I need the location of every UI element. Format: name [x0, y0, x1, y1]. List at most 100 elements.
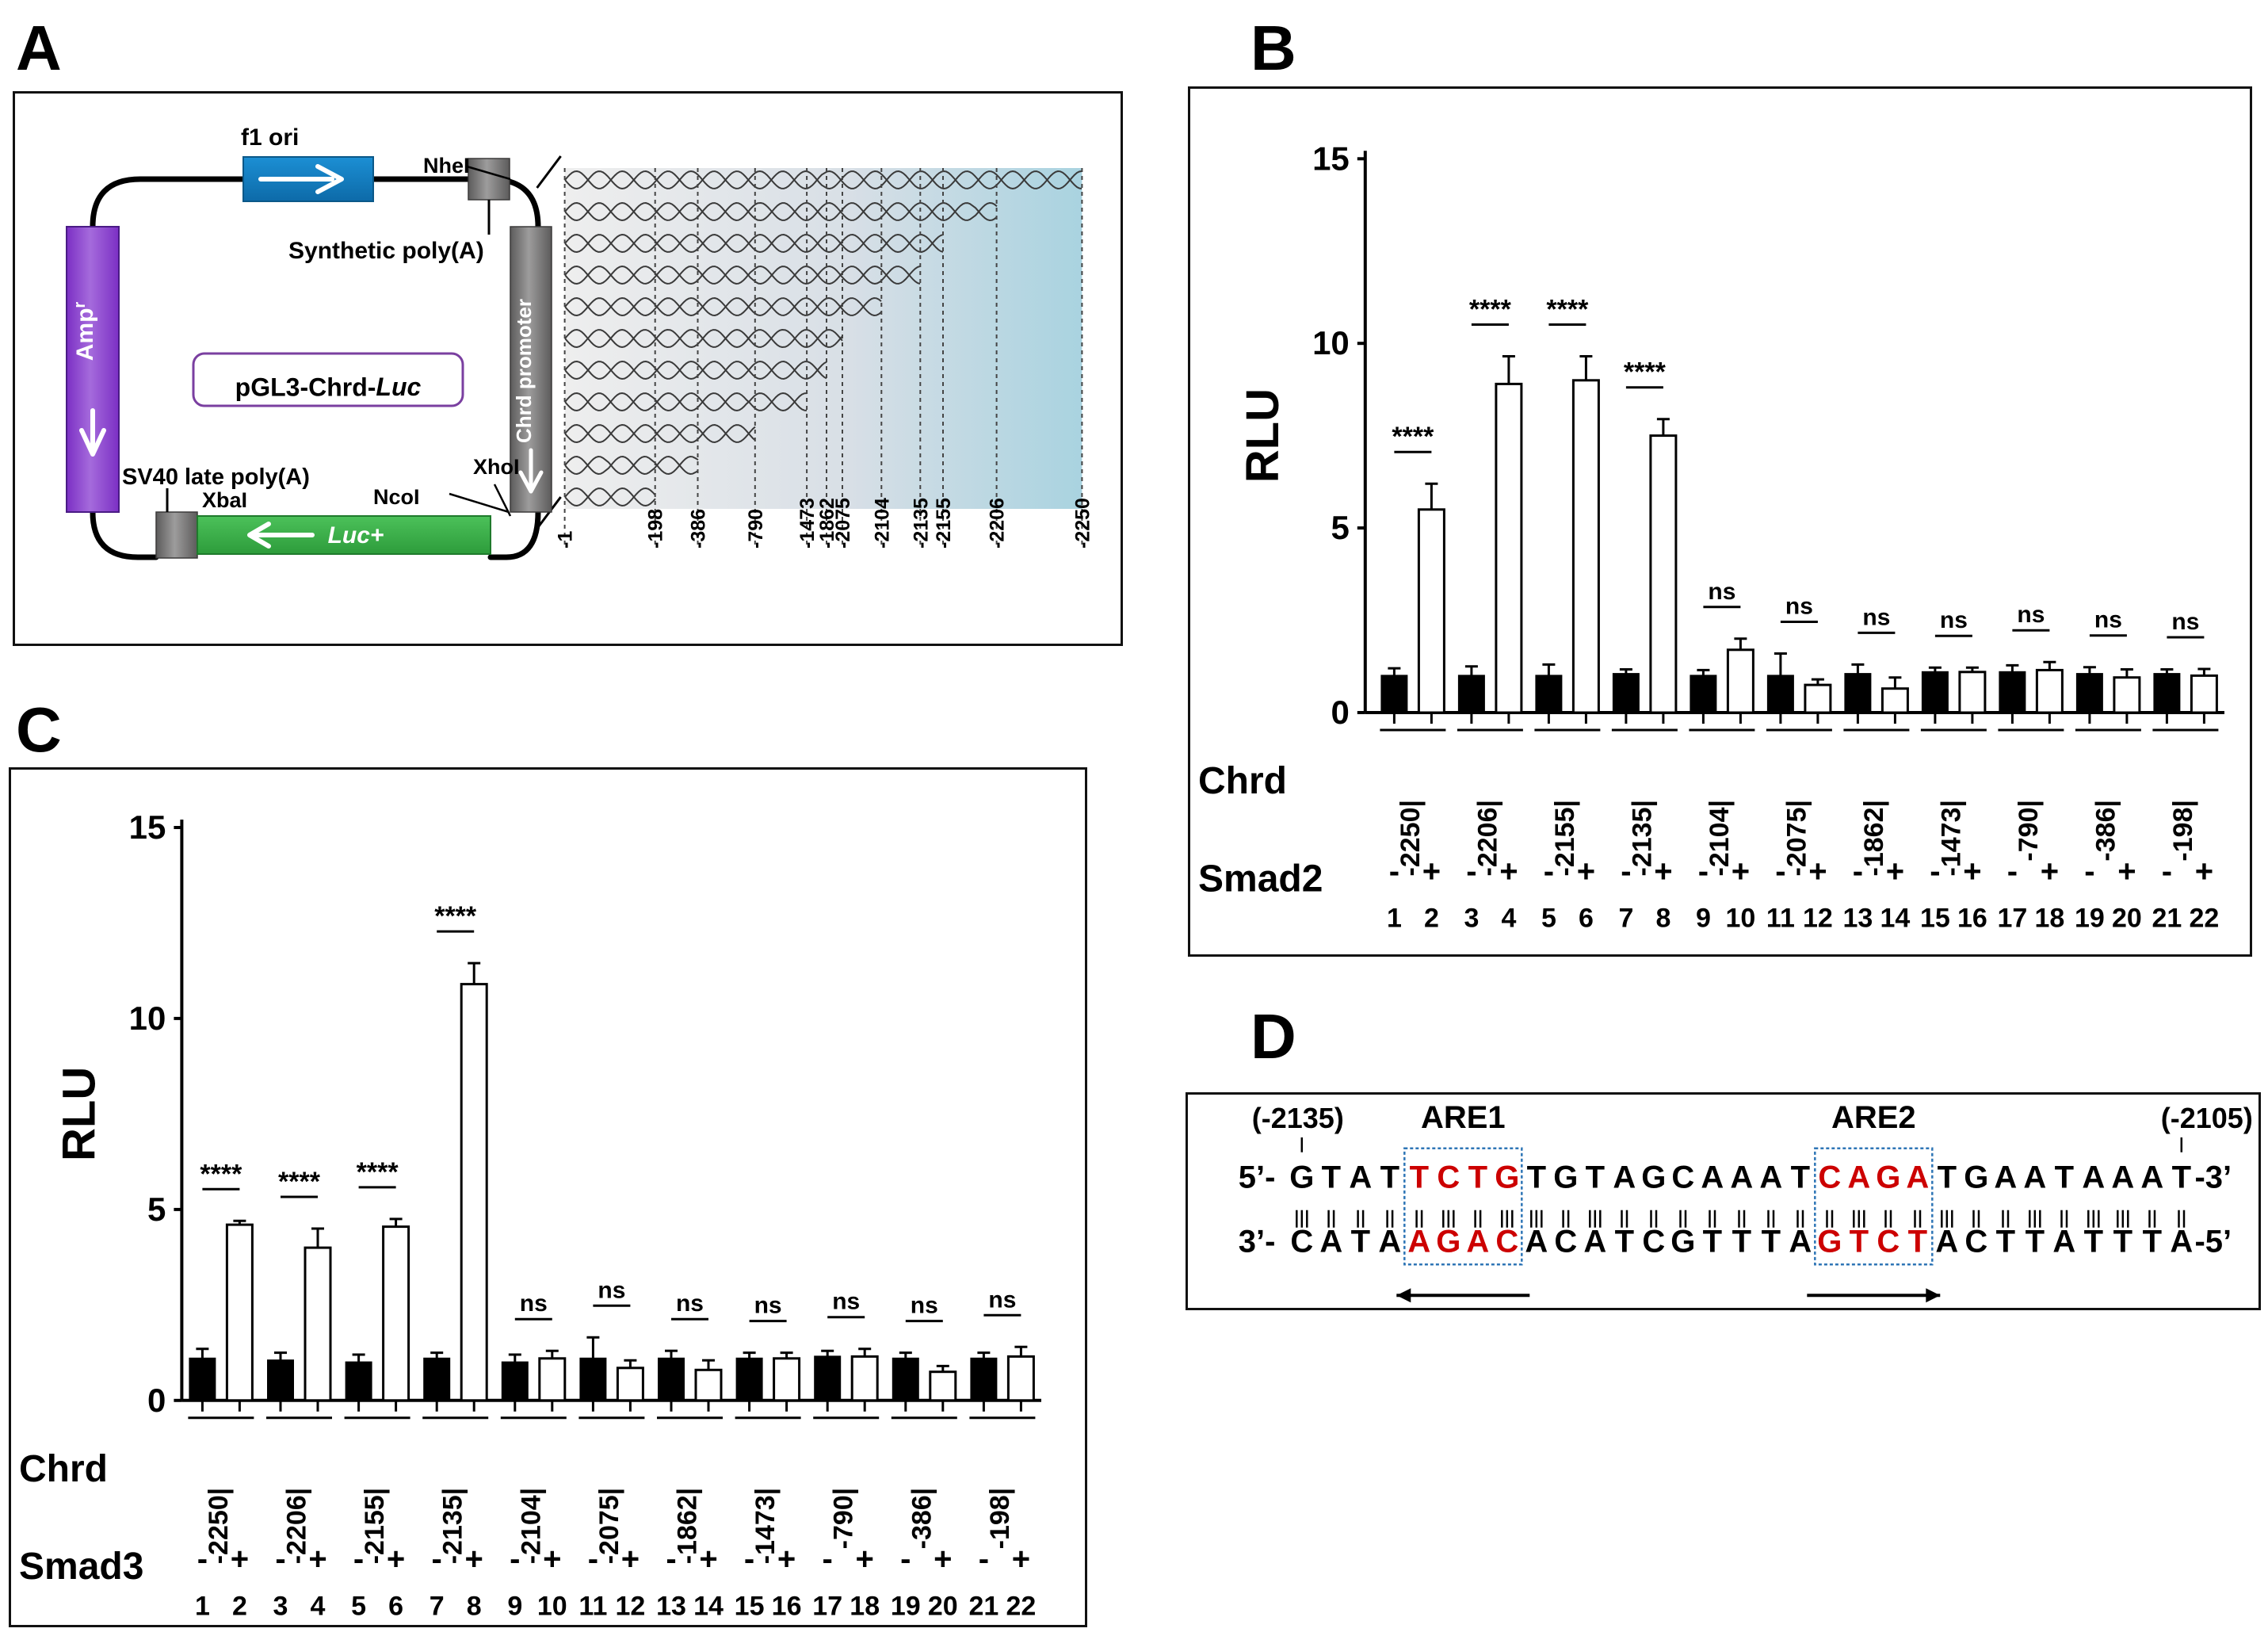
- svg-text:16: 16: [772, 1591, 802, 1621]
- svg-text:17: 17: [1997, 904, 2027, 934]
- svg-text:18: 18: [850, 1591, 880, 1621]
- svg-text:-: -: [744, 1542, 754, 1577]
- svg-text:13: 13: [1842, 904, 1873, 934]
- svg-text:G: G: [1553, 1160, 1578, 1195]
- svg-text:-: -: [900, 1542, 911, 1577]
- svg-text:21: 21: [2152, 904, 2182, 934]
- svg-text:19: 19: [2075, 904, 2105, 934]
- svg-text:Luc+: Luc+: [328, 522, 384, 549]
- svg-text:-: -: [1544, 854, 1554, 889]
- svg-text:NcoI: NcoI: [373, 485, 420, 509]
- svg-text:-1862|: -1862|: [1859, 800, 1889, 876]
- svg-text:C: C: [1437, 1160, 1460, 1195]
- svg-text:-2155|: -2155|: [1550, 800, 1580, 876]
- svg-text:ns: ns: [676, 1290, 704, 1317]
- svg-text:21: 21: [968, 1591, 998, 1621]
- svg-text:12: 12: [615, 1591, 645, 1621]
- svg-text:ns: ns: [911, 1293, 938, 1319]
- svg-text:+: +: [1499, 854, 1518, 889]
- svg-text:22: 22: [1006, 1591, 1036, 1621]
- svg-text:2: 2: [232, 1591, 247, 1621]
- svg-text:-: -: [1930, 854, 1940, 889]
- svg-text:-: -: [432, 1542, 442, 1577]
- svg-text:-: -: [510, 1542, 520, 1577]
- svg-text:6: 6: [1579, 904, 1594, 934]
- svg-text:ns: ns: [2171, 609, 2199, 635]
- svg-text:G: G: [1964, 1160, 1988, 1195]
- svg-text:+: +: [1422, 854, 1441, 889]
- svg-text:****: ****: [1624, 357, 1667, 388]
- svg-text:NheI: NheI: [423, 154, 470, 178]
- svg-text:T: T: [1527, 1160, 1546, 1195]
- svg-text:0: 0: [1331, 694, 1349, 731]
- svg-text:C: C: [1671, 1160, 1694, 1195]
- svg-text:A: A: [1994, 1160, 2017, 1195]
- svg-text:A: A: [1789, 1224, 1812, 1259]
- svg-text:-2135|: -2135|: [1627, 800, 1657, 876]
- svg-text:C: C: [1554, 1224, 1577, 1259]
- svg-text:A: A: [1378, 1224, 1401, 1259]
- svg-text:14: 14: [693, 1591, 724, 1621]
- svg-text:-: -: [275, 1542, 285, 1577]
- svg-text:RLU: RLU: [1237, 388, 1289, 483]
- svg-text:A: A: [1583, 1224, 1606, 1259]
- svg-text:+: +: [1886, 854, 1904, 889]
- svg-text:-2104|: -2104|: [1705, 800, 1735, 876]
- svg-text:C: C: [1877, 1224, 1900, 1259]
- svg-text:-2155|: -2155|: [360, 1488, 390, 1564]
- svg-text:A: A: [2023, 1160, 2046, 1195]
- svg-text:-3’: -3’: [2194, 1160, 2232, 1195]
- svg-text:+: +: [2041, 854, 2059, 889]
- svg-text:-: -: [2084, 854, 2094, 889]
- svg-text:ARE2: ARE2: [1831, 1100, 1916, 1135]
- svg-text:A: A: [1847, 1160, 1870, 1195]
- svg-text:T: T: [1468, 1160, 1487, 1195]
- svg-text:Smad3: Smad3: [19, 1546, 143, 1588]
- svg-text:10: 10: [537, 1591, 567, 1621]
- svg-text:ns: ns: [1708, 579, 1735, 605]
- svg-text:-2075|: -2075|: [594, 1488, 624, 1564]
- svg-text:-: -: [197, 1542, 208, 1577]
- svg-text:-2104: -2104: [871, 498, 893, 549]
- svg-text:2: 2: [1424, 904, 1439, 934]
- svg-text:****: ****: [1392, 422, 1434, 452]
- svg-text:ns: ns: [1862, 604, 1890, 630]
- svg-text:A: A: [1466, 1224, 1489, 1259]
- svg-text:A: A: [2052, 1224, 2075, 1259]
- svg-text:Ampr: Ampr: [71, 302, 98, 361]
- svg-text:20: 20: [2112, 904, 2142, 934]
- svg-text:(-2105): (-2105): [2161, 1102, 2253, 1134]
- svg-text:10: 10: [129, 1000, 166, 1037]
- svg-text:+: +: [777, 1542, 796, 1577]
- svg-text:XhoI: XhoI: [473, 455, 520, 479]
- svg-text:-2135|: -2135|: [438, 1488, 468, 1564]
- svg-text:-: -: [2162, 854, 2172, 889]
- svg-text:A: A: [1730, 1160, 1753, 1195]
- svg-text:ns: ns: [520, 1290, 548, 1317]
- svg-text:-1473|: -1473|: [750, 1488, 781, 1564]
- svg-text:C: C: [1818, 1160, 1841, 1195]
- svg-text:ns: ns: [988, 1286, 1016, 1313]
- svg-text:8: 8: [1655, 904, 1670, 934]
- svg-text:T: T: [2172, 1160, 2191, 1195]
- svg-text:T: T: [2113, 1224, 2132, 1259]
- svg-text:-1473: -1473: [796, 498, 819, 549]
- svg-text:5: 5: [351, 1591, 366, 1621]
- svg-text:ns: ns: [832, 1289, 860, 1315]
- svg-text:-790|: -790|: [829, 1488, 859, 1550]
- svg-text:C: C: [1495, 1224, 1518, 1259]
- svg-text:1: 1: [195, 1591, 210, 1621]
- svg-text:3’-: 3’-: [1239, 1224, 1276, 1259]
- svg-text:17: 17: [812, 1591, 842, 1621]
- svg-text:+: +: [2195, 854, 2213, 889]
- svg-text:-2250|: -2250|: [204, 1488, 234, 1564]
- svg-text:-: -: [1621, 854, 1631, 889]
- svg-text:15: 15: [1312, 140, 1350, 177]
- svg-text:****: ****: [1546, 295, 1589, 325]
- svg-text:Synthetic poly(A): Synthetic poly(A): [288, 238, 484, 264]
- svg-text:-386|: -386|: [2090, 800, 2121, 862]
- svg-text:-: -: [588, 1542, 598, 1577]
- svg-text:-198|: -198|: [985, 1488, 1015, 1550]
- svg-text:G: G: [1436, 1224, 1460, 1259]
- svg-text:T: T: [2055, 1160, 2074, 1195]
